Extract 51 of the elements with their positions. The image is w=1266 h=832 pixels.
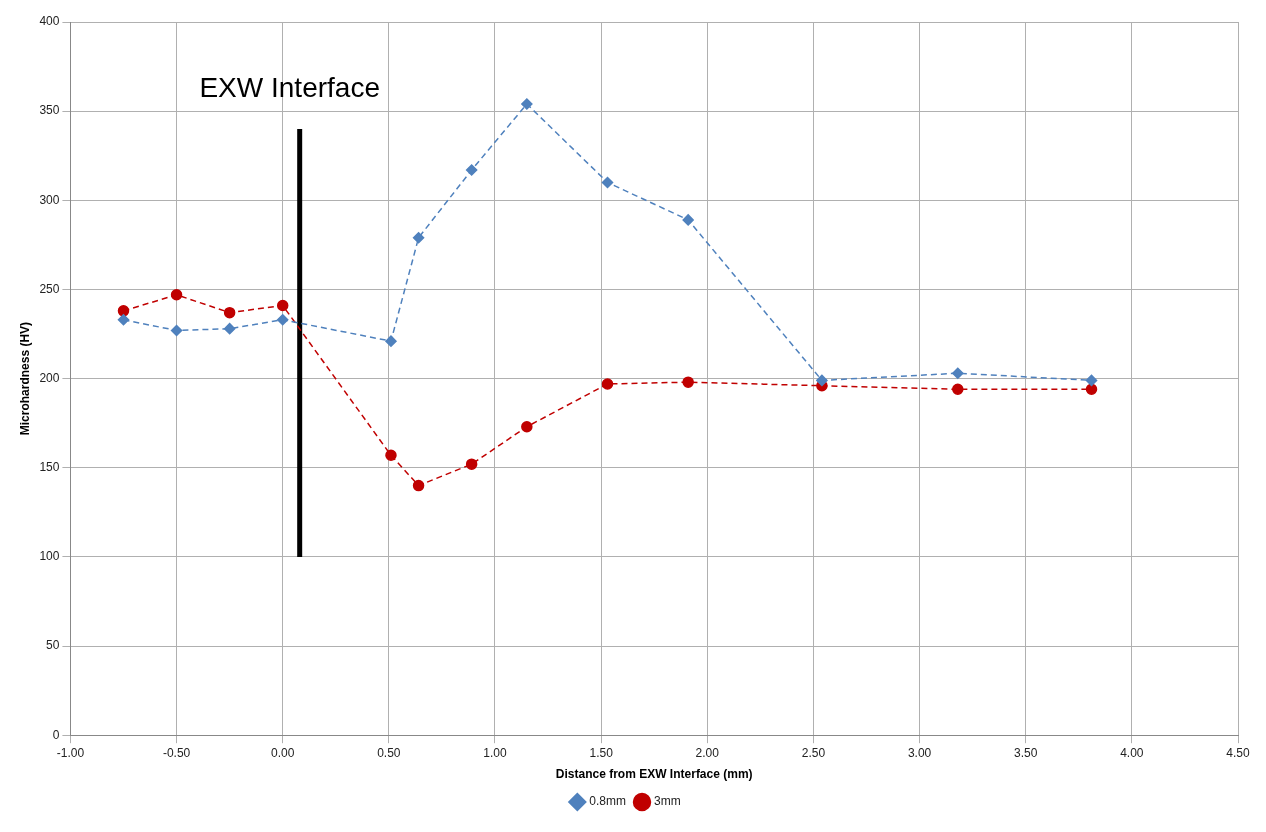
point [816, 374, 828, 387]
point [276, 314, 289, 326]
point [521, 98, 533, 110]
point [385, 449, 397, 462]
point [412, 479, 425, 492]
x-tick-label: -0.50 [162, 745, 191, 760]
y-tick-label: 0 [52, 727, 60, 742]
point [170, 289, 183, 301]
y-tick-label: 400 [39, 14, 60, 29]
point [223, 306, 236, 319]
point [276, 299, 289, 312]
y-tick-label: 150 [39, 460, 60, 475]
y-tick-label: 50 [46, 638, 60, 653]
point [465, 164, 478, 176]
point [412, 231, 425, 244]
point [682, 376, 694, 388]
x-tick-label: 2.50 [801, 745, 826, 760]
x-tick-label: 3.00 [907, 745, 932, 760]
point [1085, 383, 1098, 396]
point [117, 305, 130, 317]
legend-label: 3mm [654, 794, 681, 809]
x-tick-label: 1.50 [589, 745, 614, 760]
x-tick-label: 0.50 [377, 745, 401, 760]
y-axis-title: Microhardness (HV) [17, 321, 32, 436]
point [385, 335, 397, 347]
point [465, 458, 478, 470]
point [601, 378, 614, 390]
point [521, 420, 533, 433]
y-tick-label: 250 [39, 281, 60, 296]
x-axis-title: Distance from EXW Interface (mm) [555, 767, 753, 782]
point [223, 322, 236, 335]
x-tick-label: 2.00 [695, 745, 720, 760]
x-tick-label: 0.00 [271, 745, 295, 760]
point [952, 383, 964, 396]
y-tick-label: 300 [39, 192, 60, 207]
point [682, 214, 694, 226]
y-tick-label: 100 [39, 549, 60, 564]
x-tick-label: 3.50 [1014, 745, 1038, 760]
point [952, 367, 964, 379]
legend-label: 0.8mm [589, 794, 627, 809]
point [1085, 374, 1098, 387]
annotation: EXW Interface [199, 71, 380, 103]
y-tick-label: 200 [39, 370, 60, 385]
point [117, 314, 130, 326]
x-tick-label: 1.00 [483, 745, 507, 760]
point [601, 176, 614, 189]
point [170, 324, 183, 337]
x-tick-label: 4.00 [1120, 745, 1144, 760]
x-tick-label: 4.50 [1226, 745, 1250, 760]
x-tick-label: -1.00 [56, 745, 85, 760]
y-tick-label: 350 [39, 103, 60, 118]
